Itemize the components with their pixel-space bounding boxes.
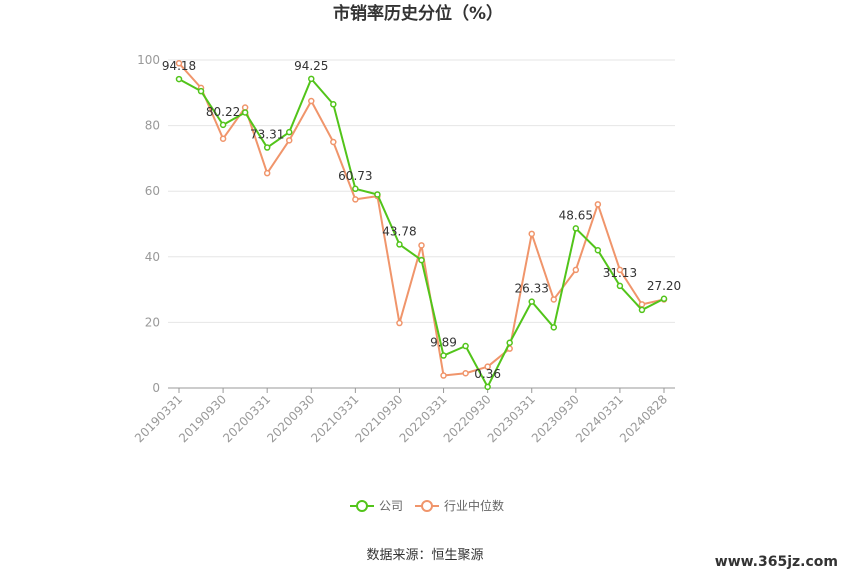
y-tick-label: 20 <box>145 315 160 329</box>
data-point[interactable] <box>219 121 227 129</box>
legend-label: 公司 <box>379 499 403 513</box>
watermark: www.365jz.com <box>715 554 838 570</box>
y-axis-ticks: 0 20 40 60 80 100 <box>137 53 160 395</box>
data-point[interactable] <box>528 298 535 305</box>
data-point[interactable] <box>263 144 271 151</box>
data-label: 60.73 <box>338 169 372 183</box>
legend-label: 行业中位数 <box>444 498 504 513</box>
y-tick-label: 40 <box>145 250 160 264</box>
data-point[interactable] <box>440 372 447 379</box>
data-point[interactable] <box>285 128 293 136</box>
chart-title: 市销率历史分位（%） <box>333 3 503 24</box>
data-point[interactable] <box>263 169 271 177</box>
data-point[interactable] <box>374 191 381 198</box>
data-point[interactable] <box>440 352 447 359</box>
data-label: 48.65 <box>559 208 593 222</box>
y-tick-label: 60 <box>145 184 160 198</box>
data-point[interactable] <box>594 201 602 208</box>
data-point[interactable] <box>660 295 668 303</box>
data-label: 94.18 <box>162 59 196 73</box>
legend-marker <box>421 500 433 512</box>
data-point[interactable] <box>308 97 315 105</box>
data-point[interactable] <box>352 185 359 193</box>
data-point[interactable] <box>550 324 558 331</box>
data-point[interactable] <box>572 266 580 274</box>
data-point[interactable] <box>396 319 403 327</box>
data-point[interactable] <box>528 230 535 238</box>
data-point[interactable] <box>484 363 491 370</box>
data-point[interactable] <box>330 101 337 108</box>
x-tick-label: 20240828 <box>617 392 670 445</box>
data-label: 0.36 <box>474 367 501 381</box>
data-label: 43.78 <box>382 224 416 238</box>
data-point[interactable] <box>484 383 491 391</box>
data-point[interactable] <box>550 296 558 303</box>
grid-lines <box>168 59 675 323</box>
data-point[interactable] <box>418 256 425 264</box>
data-label: 94.25 <box>294 59 328 73</box>
data-point[interactable] <box>462 369 469 377</box>
data-point[interactable] <box>638 306 646 314</box>
data-point[interactable] <box>197 87 205 95</box>
data-point[interactable] <box>616 266 624 274</box>
data-label: 80.22 <box>206 105 240 119</box>
data-point[interactable] <box>396 241 403 248</box>
data-label: 26.33 <box>515 282 549 296</box>
data-point[interactable] <box>616 282 624 290</box>
data-point[interactable] <box>241 109 249 116</box>
legend-item[interactable]: 公司 <box>350 499 403 513</box>
data-point[interactable] <box>330 138 337 146</box>
data-point[interactable] <box>352 196 359 203</box>
legend-item[interactable]: 行业中位数 <box>415 498 504 513</box>
data-point[interactable] <box>175 60 183 67</box>
data-point[interactable] <box>572 225 580 232</box>
data-point[interactable] <box>175 75 183 83</box>
data-label: 73.31 <box>250 128 284 142</box>
series-industry-median <box>175 60 668 379</box>
y-tick-label: 80 <box>145 119 160 133</box>
series-group <box>175 60 668 391</box>
y-tick-label: 0 <box>152 381 160 395</box>
legend[interactable]: 公司 行业中位数 <box>350 498 504 513</box>
data-label: 9.89 <box>430 336 457 350</box>
y-tick-label: 100 <box>137 53 160 67</box>
data-point[interactable] <box>594 246 602 254</box>
data-point[interactable] <box>506 339 513 346</box>
series-company <box>175 75 668 391</box>
data-point[interactable] <box>285 137 293 144</box>
data-label: 27.20 <box>647 279 681 293</box>
source-note: 数据来源：恒生聚源 <box>366 548 483 563</box>
data-point[interactable] <box>462 342 469 350</box>
data-point[interactable] <box>219 135 227 142</box>
data-point[interactable] <box>308 75 315 83</box>
legend-marker <box>356 500 368 512</box>
data-point[interactable] <box>418 242 425 249</box>
data-label: 31.13 <box>603 266 637 280</box>
data-point[interactable] <box>638 301 646 308</box>
data-labels: 94.18 80.22 73.31 94.25 60.73 43.78 9.89 0.36 26… <box>162 59 681 381</box>
x-axis: 2019033120190930202003312020093020210331… <box>132 387 675 445</box>
